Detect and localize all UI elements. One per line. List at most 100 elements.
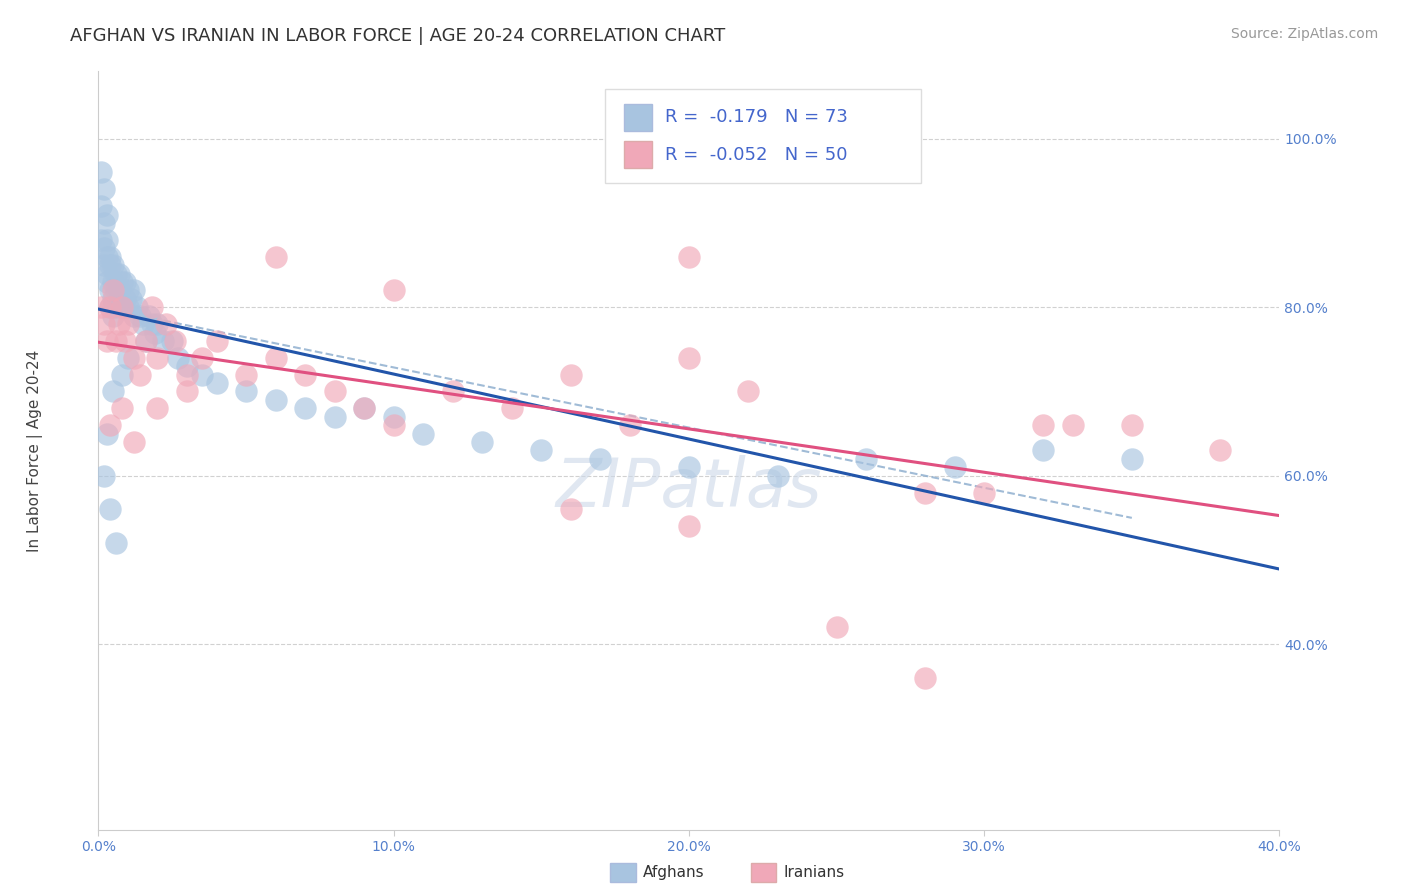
Point bbox=[117, 284, 139, 298]
Point bbox=[132, 317, 155, 331]
Point bbox=[825, 620, 848, 634]
Point bbox=[122, 284, 145, 298]
Point bbox=[205, 376, 228, 390]
Point bbox=[855, 451, 877, 466]
Point bbox=[146, 317, 169, 331]
Point bbox=[943, 460, 966, 475]
Point bbox=[294, 401, 316, 416]
Point bbox=[111, 300, 134, 314]
Point bbox=[98, 284, 121, 298]
Point bbox=[191, 368, 214, 382]
Point bbox=[138, 309, 160, 323]
Point bbox=[103, 284, 125, 298]
Point bbox=[323, 384, 346, 399]
Point bbox=[766, 468, 789, 483]
Point bbox=[122, 435, 145, 450]
Point bbox=[412, 426, 434, 441]
Text: R =  -0.179   N = 73: R = -0.179 N = 73 bbox=[665, 109, 848, 127]
Point bbox=[176, 368, 198, 382]
Point bbox=[441, 384, 464, 399]
Point bbox=[589, 451, 612, 466]
Point bbox=[103, 384, 125, 399]
Y-axis label: In Labor Force | Age 20-24: In Labor Force | Age 20-24 bbox=[27, 350, 42, 551]
Point bbox=[120, 292, 142, 306]
Point bbox=[162, 334, 183, 348]
Point bbox=[108, 317, 131, 331]
Point bbox=[114, 275, 136, 289]
Point bbox=[93, 182, 115, 196]
Point bbox=[1032, 418, 1054, 433]
Point bbox=[122, 351, 145, 365]
Point bbox=[382, 418, 405, 433]
Point bbox=[103, 275, 125, 289]
Point bbox=[98, 258, 121, 272]
Point bbox=[108, 292, 131, 306]
Point bbox=[105, 536, 128, 550]
Point bbox=[135, 334, 157, 348]
Text: Iranians: Iranians bbox=[783, 865, 844, 880]
Point bbox=[108, 267, 131, 281]
Point bbox=[103, 300, 125, 314]
Point bbox=[155, 317, 177, 331]
Point bbox=[678, 351, 700, 365]
Point bbox=[501, 401, 523, 416]
Point bbox=[678, 519, 700, 533]
Point bbox=[235, 384, 257, 399]
Point bbox=[93, 216, 115, 230]
Text: ZIPatlas: ZIPatlas bbox=[555, 456, 823, 521]
Point bbox=[108, 284, 131, 298]
Point bbox=[93, 317, 115, 331]
Point bbox=[105, 267, 128, 281]
Point bbox=[90, 233, 112, 247]
Point bbox=[560, 502, 582, 516]
Point bbox=[264, 392, 287, 407]
Point bbox=[1209, 443, 1232, 458]
Point bbox=[678, 250, 700, 264]
Point bbox=[98, 502, 121, 516]
Point bbox=[125, 300, 148, 314]
Point bbox=[111, 275, 134, 289]
Point bbox=[103, 292, 125, 306]
Point bbox=[165, 334, 187, 348]
Point bbox=[619, 418, 641, 433]
Point bbox=[678, 460, 700, 475]
Point bbox=[323, 409, 346, 424]
Point bbox=[114, 334, 136, 348]
Point bbox=[96, 275, 118, 289]
Point bbox=[1121, 418, 1143, 433]
Point bbox=[135, 334, 157, 348]
Point bbox=[128, 368, 150, 382]
Point bbox=[98, 300, 121, 314]
Point bbox=[128, 309, 150, 323]
Point bbox=[146, 351, 169, 365]
Point bbox=[96, 334, 118, 348]
Point bbox=[98, 300, 121, 314]
Text: Source: ZipAtlas.com: Source: ZipAtlas.com bbox=[1230, 27, 1378, 41]
Point bbox=[294, 368, 316, 382]
Point bbox=[152, 334, 174, 348]
Point bbox=[105, 300, 128, 314]
Point bbox=[96, 426, 118, 441]
Point bbox=[176, 384, 198, 399]
Point bbox=[1121, 451, 1143, 466]
Point bbox=[737, 384, 759, 399]
Point bbox=[90, 199, 112, 213]
Point bbox=[93, 468, 115, 483]
Point bbox=[96, 267, 118, 281]
Point bbox=[973, 485, 995, 500]
Point bbox=[117, 317, 139, 331]
Point bbox=[96, 208, 118, 222]
Point bbox=[353, 401, 375, 416]
Point bbox=[90, 300, 112, 314]
Point bbox=[264, 250, 287, 264]
Point bbox=[105, 334, 128, 348]
Point bbox=[98, 418, 121, 433]
Point bbox=[235, 368, 257, 382]
Point bbox=[141, 300, 163, 314]
Point bbox=[1032, 443, 1054, 458]
Text: R =  -0.052   N = 50: R = -0.052 N = 50 bbox=[665, 145, 848, 163]
Point bbox=[560, 368, 582, 382]
Point bbox=[264, 351, 287, 365]
Point bbox=[530, 443, 553, 458]
Point bbox=[205, 334, 228, 348]
